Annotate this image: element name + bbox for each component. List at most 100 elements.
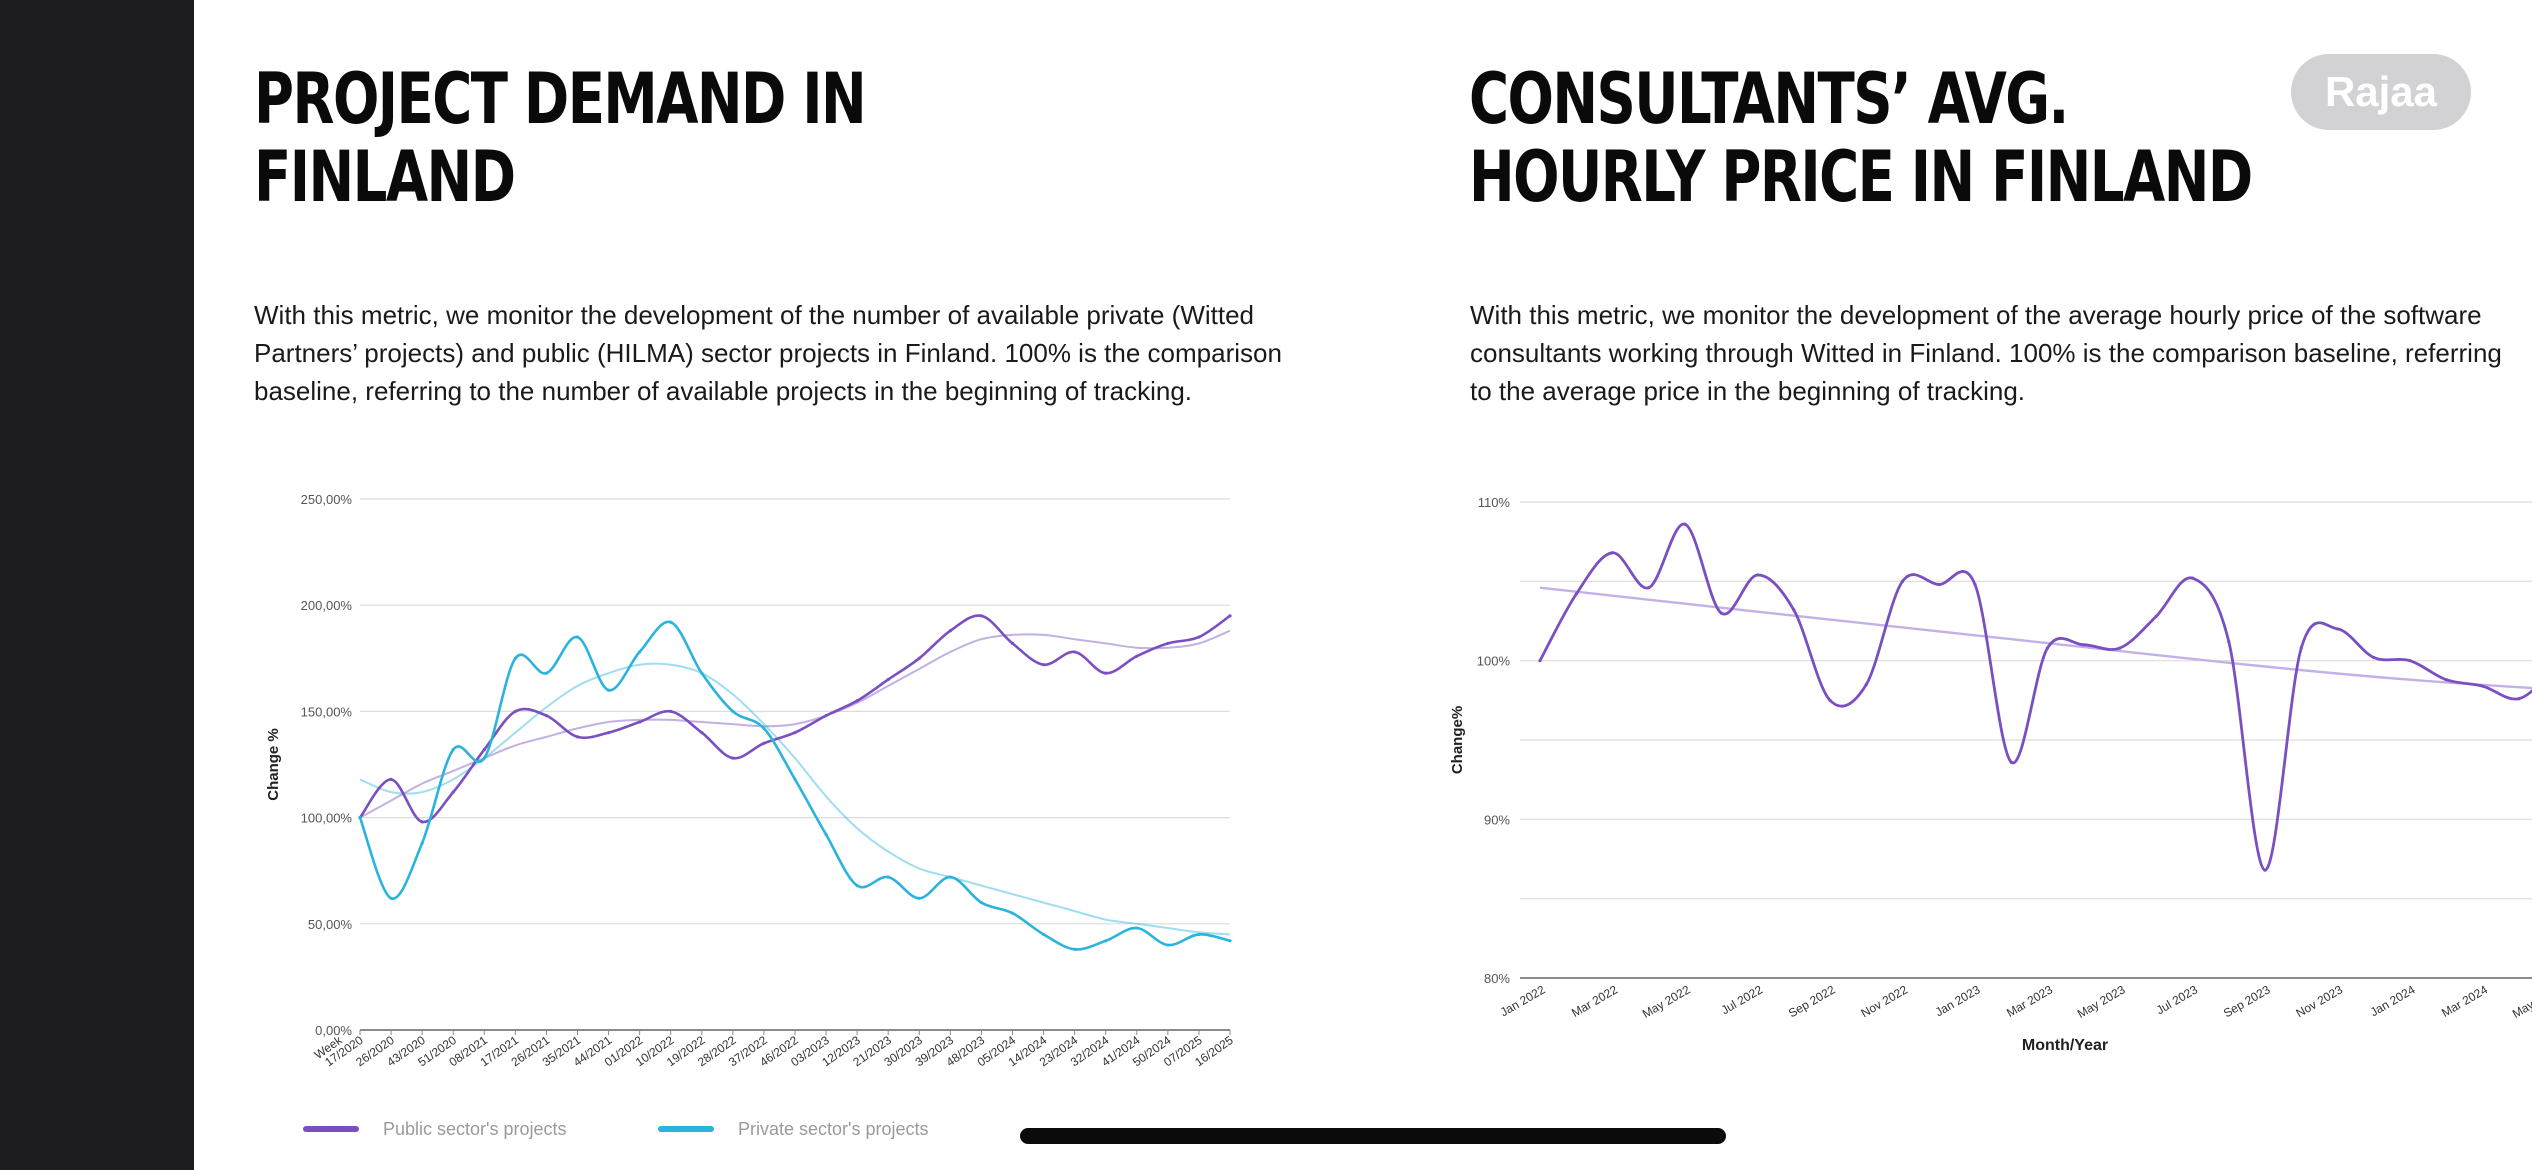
data-point: [824, 832, 828, 837]
data-point: [1135, 654, 1139, 658]
data-point: [575, 635, 580, 639]
data-point: [2190, 576, 2195, 580]
data-point: [1228, 939, 1232, 943]
y-axis-label: Change %: [265, 728, 282, 801]
y-axis-label: Change%: [1449, 706, 1466, 774]
title-line: CONSULTANTS’ AVG.: [1469, 58, 2069, 140]
data-point: [2009, 760, 2013, 764]
hourly-price-title: CONSULTANTS’ AVG. HOURLY PRICE IN FINLAN…: [1469, 58, 2253, 216]
legend-public-label: Public sector's projects: [383, 1118, 567, 1139]
data-point: [1073, 947, 1077, 951]
data-point: [948, 629, 952, 633]
x-tick-label: Jan 2024: [2368, 982, 2418, 1019]
y-tick-label: 0,00%: [315, 1023, 352, 1038]
public-sector-line: [358, 614, 1231, 824]
data-point: [824, 714, 828, 718]
data-point: [669, 709, 673, 713]
data-point: [855, 883, 859, 888]
hourly-price-line: [1538, 522, 2532, 872]
trend-line: [1539, 586, 2532, 690]
hourly-price-description: With this metric, we monitor the develop…: [1470, 300, 2502, 406]
data-point: [1073, 650, 1077, 654]
data-point: [1135, 926, 1139, 930]
y-tick-label: 100%: [1477, 654, 1511, 669]
data-point: [1197, 932, 1201, 937]
x-tick-label: Mar 2023: [2004, 982, 2055, 1020]
data-point: [762, 741, 766, 745]
home-indicator[interactable]: [1020, 1128, 1726, 1144]
data-point: [2299, 646, 2303, 650]
data-point: [979, 614, 984, 618]
data-point: [1166, 943, 1170, 947]
data-point: [544, 671, 549, 675]
legend-private-label: Private sector's projects: [738, 1118, 929, 1139]
data-point: [544, 714, 549, 718]
y-tick-label: 90%: [1484, 812, 1510, 827]
x-tick-label: May 2022: [1640, 982, 1693, 1021]
data-point: [358, 816, 362, 820]
data-point: [1755, 573, 1760, 577]
data-point: [793, 777, 797, 781]
x-tick-label: Jul 2023: [2154, 982, 2201, 1017]
x-tick-label: Mar 2024: [2439, 982, 2490, 1020]
data-point: [451, 790, 455, 794]
data-point: [638, 650, 642, 654]
data-point: [731, 709, 735, 713]
data-point: [917, 656, 921, 660]
y-tick-label: 50,00%: [308, 917, 353, 932]
x-tick-label: Sep 2022: [1786, 982, 1838, 1020]
legend-public-swatch: [303, 1126, 359, 1132]
data-point: [948, 875, 952, 879]
data-point: [2263, 868, 2267, 872]
data-point: [1197, 635, 1201, 639]
data-point: [2335, 627, 2340, 631]
data-point: [2408, 659, 2412, 663]
x-tick-label: Nov 2023: [2294, 982, 2346, 1020]
data-point: [1900, 579, 1905, 583]
project-demand-title: PROJECT DEMAND IN FINLAND: [254, 60, 867, 216]
data-point: [1973, 582, 1977, 587]
legend-private-swatch: [658, 1126, 714, 1132]
data-point: [606, 688, 611, 692]
project-demand-description: With this metric, we monitor the develop…: [254, 300, 1282, 406]
y-tick-label: 100,00%: [301, 811, 353, 826]
data-point: [2118, 646, 2122, 650]
x-tick-label: May 2023: [2075, 982, 2128, 1021]
data-point: [1538, 659, 1542, 663]
y-tick-label: 110%: [1478, 495, 1511, 510]
x-tick-label: Mar 2022: [1569, 982, 1620, 1020]
data-point: [638, 720, 642, 724]
x-tick-label: May 2024: [2510, 982, 2532, 1021]
data-point: [2372, 655, 2376, 660]
data-point: [1683, 522, 1687, 526]
data-point: [1574, 592, 1578, 596]
data-point: [420, 820, 424, 824]
x-axis-label: Month/Year: [2022, 1037, 2108, 1054]
y-tick-label: 200,00%: [301, 598, 353, 613]
rajaa-button[interactable]: Rajaa: [2291, 54, 2471, 130]
data-point: [700, 731, 704, 735]
legend-private: Private sector's projects: [658, 1114, 929, 1144]
data-point: [2444, 678, 2448, 682]
data-point: [1828, 698, 1832, 702]
x-tick-label: Nov 2022: [1859, 982, 1911, 1020]
y-tick-label: 250,00%: [301, 492, 353, 507]
data-point: [700, 671, 704, 675]
data-point: [855, 699, 859, 703]
data-point: [2517, 697, 2521, 701]
data-point: [513, 656, 517, 660]
data-point: [2082, 643, 2086, 647]
data-point: [1010, 911, 1015, 915]
data-point: [1228, 614, 1232, 618]
x-tick-label: Jan 2023: [1933, 982, 1983, 1019]
data-point: [886, 677, 890, 682]
data-point: [669, 620, 673, 624]
data-point: [420, 841, 424, 845]
data-point: [917, 896, 921, 900]
data-point: [513, 709, 517, 713]
y-tick-label: 80%: [1484, 971, 1510, 986]
data-point: [2045, 646, 2050, 650]
data-point: [2154, 614, 2158, 618]
private-sector-line: [358, 620, 1231, 951]
data-point: [731, 756, 735, 760]
